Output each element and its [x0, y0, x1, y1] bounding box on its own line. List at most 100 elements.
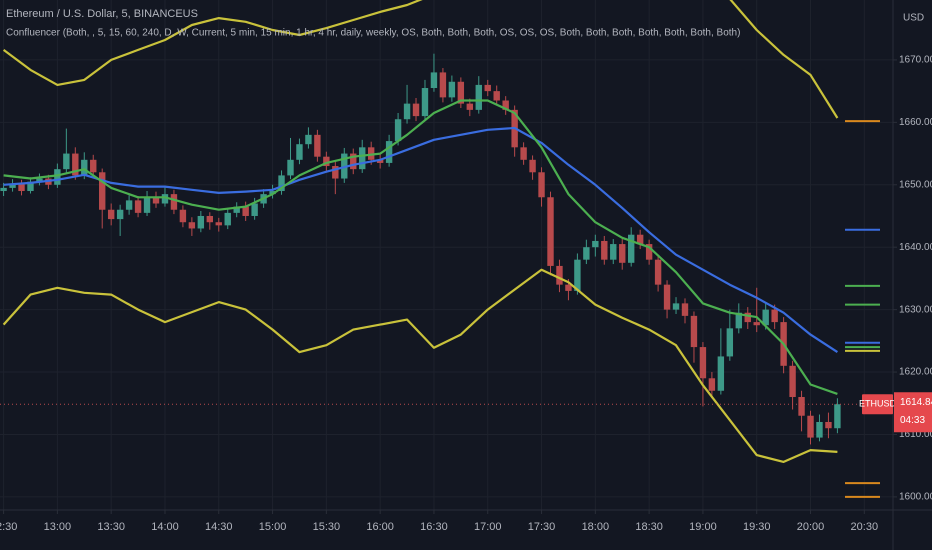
candle-body: [403, 103, 411, 120]
x-tick-label: 15:30: [313, 521, 341, 533]
candle-body: [421, 88, 429, 117]
candle-body: [143, 197, 151, 213]
candle-body: [708, 378, 716, 391]
symbol-label: ETHUSD: [859, 399, 897, 409]
candle-body: [152, 197, 160, 204]
candle-body: [412, 103, 420, 117]
candle-body: [484, 84, 491, 92]
candle-body: [215, 222, 222, 226]
candle-body: [681, 303, 689, 316]
x-tick-label: 17:30: [528, 521, 556, 533]
candle-body: [439, 72, 447, 98]
candle-body: [27, 181, 34, 192]
candle-body: [807, 415, 814, 438]
symbol-tag: [862, 394, 893, 415]
x-tick-label: 20:30: [851, 521, 879, 533]
candle-body: [466, 103, 474, 110]
candle-body: [547, 197, 554, 266]
y-tick-label: 1630.00: [899, 304, 932, 315]
candle-body: [188, 222, 196, 229]
candle-body: [565, 284, 572, 291]
candle-body: [18, 183, 25, 192]
candle-body: [645, 244, 653, 260]
y-tick-label: 1670.00: [899, 55, 932, 66]
x-tick-label: 13:30: [97, 521, 125, 533]
candle-body: [278, 175, 285, 192]
candle-body: [107, 209, 115, 220]
candle-body: [376, 159, 384, 163]
candle-body: [601, 240, 608, 260]
x-tick-label: 19:00: [689, 521, 717, 533]
price-label: 1614.84: [900, 397, 932, 408]
candle-body: [0, 187, 7, 192]
candle-body: [179, 209, 187, 223]
candle-body: [332, 166, 339, 179]
y-tick-label: 1660.00: [899, 117, 932, 128]
candle-body: [81, 159, 88, 176]
x-tick-label: 15:00: [259, 521, 287, 533]
candle-body: [72, 153, 79, 176]
candle-body: [170, 194, 178, 210]
candle-body: [583, 247, 590, 260]
axes: 1600.00 1610.00 1620.00 1630.00 1640.00 1650.…: [0, 55, 932, 533]
candle-body: [717, 356, 725, 391]
candle-body: [753, 322, 760, 326]
candle-body: [90, 159, 97, 173]
indicator-label: Confluencer (Both, , 5, 15, 60, 240, D, …: [6, 28, 740, 39]
candle-body: [789, 365, 796, 398]
candle-body: [798, 397, 805, 416]
candle-body: [556, 265, 563, 285]
candle-body: [116, 209, 124, 220]
indicator-line: [3, 126, 838, 354]
candle-body: [529, 159, 536, 173]
x-tick-label: 12:30: [0, 521, 17, 533]
candle-body: [610, 244, 617, 260]
candle-body: [627, 234, 635, 263]
candle-body: [269, 191, 276, 195]
candle-body: [654, 259, 662, 285]
x-tick-label: 20:00: [797, 521, 825, 533]
y-tick-label: 1650.00: [899, 179, 932, 190]
grid: [0, 0, 893, 510]
candle-body: [619, 244, 626, 263]
candle-body: [206, 215, 214, 223]
y-axis-label: USD: [903, 13, 924, 24]
candle-body: [161, 194, 169, 204]
x-tick-label: 17:00: [474, 521, 502, 533]
candle-body: [520, 147, 527, 160]
y-tick-label: 1640.00: [899, 242, 932, 253]
candle-body: [448, 81, 456, 98]
candle-body: [538, 172, 545, 198]
candle-body: [394, 119, 402, 142]
x-tick-label: 19:30: [743, 521, 771, 533]
candle-body: [762, 309, 769, 326]
indicator-line: [2, 0, 839, 119]
candle-body: [359, 147, 366, 170]
candle-body: [251, 203, 258, 216]
candle-body: [314, 134, 321, 157]
candle-body: [690, 315, 698, 348]
countdown-label: 04:33: [900, 415, 925, 426]
candle-body: [197, 215, 205, 229]
plot-area: [0, 0, 893, 463]
candle-body: [385, 141, 393, 163]
x-tick-label: 18:30: [635, 521, 663, 533]
candle-body: [9, 183, 16, 188]
candle-body: [99, 172, 106, 210]
candle-body: [36, 178, 43, 182]
candle-body: [825, 421, 832, 429]
x-tick-label: 14:30: [205, 521, 233, 533]
candle-body: [224, 212, 231, 226]
x-tick-label: 18:00: [582, 521, 610, 533]
y-tick-label: 1610.00: [899, 429, 932, 440]
candle-body: [63, 153, 70, 170]
candle-body: [699, 347, 707, 379]
candle-body: [663, 284, 671, 310]
candle-body: [305, 134, 312, 145]
candle-body: [592, 240, 599, 248]
x-tick-label: 14:00: [151, 521, 179, 533]
candle-body: [430, 72, 438, 89]
candle-body: [125, 200, 133, 210]
